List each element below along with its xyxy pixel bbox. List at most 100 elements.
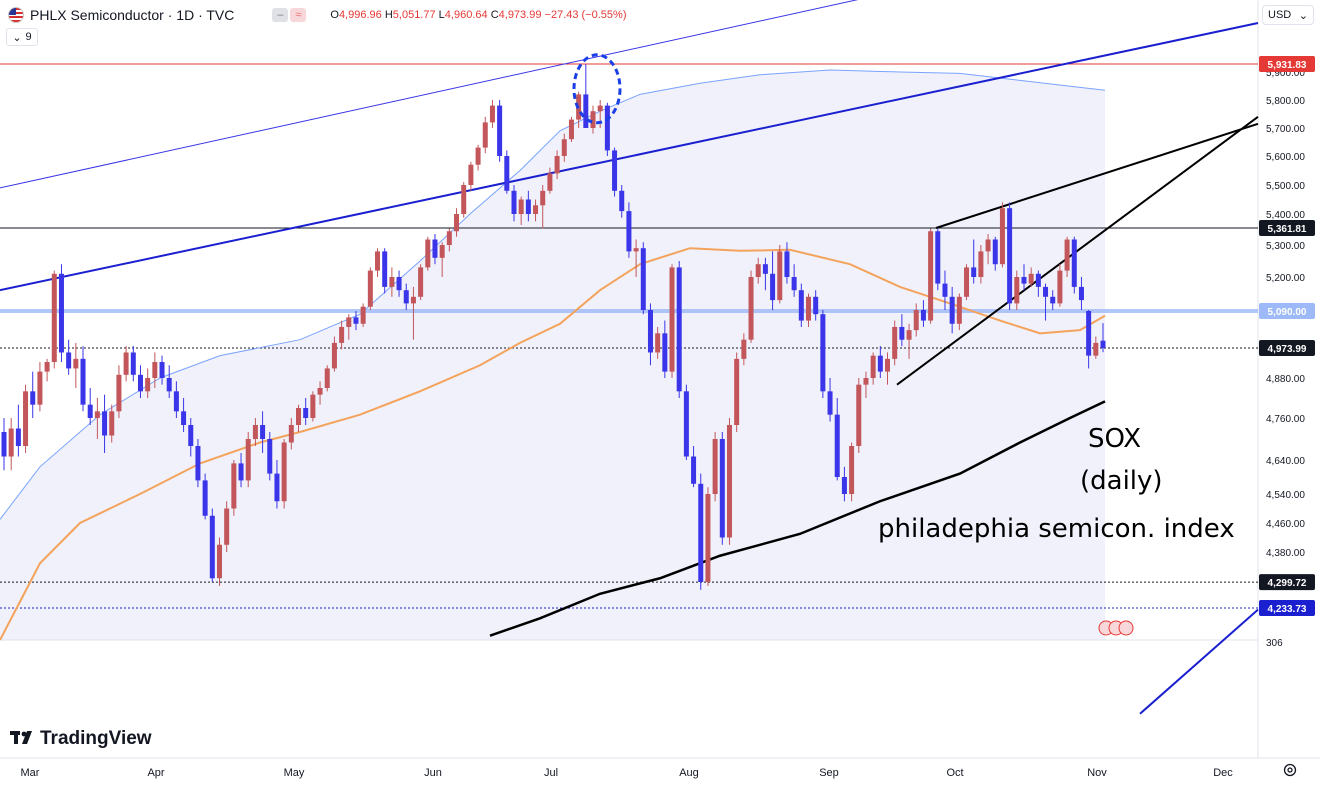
brand-name: TradingView	[40, 728, 152, 749]
trendline-upper-channel	[0, 0, 859, 189]
candle-body	[195, 446, 201, 481]
candle-body	[331, 342, 337, 369]
candle-body	[834, 414, 840, 477]
candle-body	[102, 411, 108, 436]
y-tick-label: 306	[1266, 638, 1283, 649]
price-tag-label: 4,299.72	[1268, 578, 1307, 589]
y-tick-label: 5,500.00	[1266, 181, 1305, 192]
candle-body	[37, 371, 43, 405]
x-tick-label: Aug	[679, 767, 699, 779]
low-value: 4,960.64	[444, 9, 488, 21]
candle-body	[568, 119, 574, 140]
candle-body	[130, 352, 136, 375]
candle-body	[612, 150, 618, 191]
candle-body	[655, 333, 661, 353]
candle-body	[1021, 277, 1027, 284]
candle-body	[1007, 208, 1013, 304]
candle-body	[683, 391, 689, 457]
candle-body	[403, 290, 409, 304]
candle-body	[913, 310, 919, 331]
candle-body	[920, 310, 926, 321]
close-value: 4,973.99	[498, 9, 542, 21]
price-tag-label: 5,361.81	[1268, 224, 1307, 235]
candle-body	[992, 239, 998, 265]
candle-body	[899, 326, 905, 340]
candle-body	[382, 251, 388, 287]
candle-body	[870, 355, 876, 378]
y-tick-label: 5,200.00	[1266, 273, 1305, 284]
price-tag	[1259, 600, 1315, 616]
change-value: −27.43 (−0.55%)	[544, 9, 627, 21]
candle-body	[640, 248, 646, 310]
indicator-toggle-icon[interactable]: ≈	[290, 8, 307, 22]
candle-body	[604, 105, 610, 151]
candle-body	[863, 378, 869, 385]
candle-body	[1086, 311, 1092, 356]
price-tag	[1259, 220, 1315, 236]
price-tag-label: 4,973.99	[1268, 344, 1307, 355]
candle-body	[583, 94, 589, 128]
currency-select[interactable]: USD ⌄	[1262, 5, 1314, 25]
candle-body	[662, 333, 668, 372]
candle-body	[698, 483, 704, 582]
indicators-toggle[interactable]: ⌄ 9	[6, 28, 38, 46]
candle-body	[425, 239, 431, 268]
x-tick-label: May	[284, 767, 305, 779]
candle-body	[1028, 273, 1034, 284]
tradingview-logo[interactable]: TradingView	[10, 728, 152, 750]
candle-body	[288, 425, 294, 443]
candle-body	[432, 239, 438, 258]
candle-body	[669, 267, 675, 372]
minus-button-icon[interactable]: –	[272, 8, 289, 22]
candle-body	[181, 411, 187, 425]
ma200-line	[489, 400, 1106, 637]
candle-body	[1071, 239, 1077, 287]
candle-body	[762, 264, 768, 274]
candle-body	[367, 270, 373, 307]
candle-body	[633, 248, 639, 252]
y-tick-label: 5,600.00	[1266, 152, 1305, 163]
candle-body	[238, 463, 244, 481]
trendline-main-rising	[0, 22, 1259, 292]
annotation-daily: (daily)	[1080, 466, 1163, 496]
candle-body	[561, 139, 567, 156]
x-tick-label: Nov	[1087, 767, 1107, 779]
candle-body	[619, 190, 625, 212]
candle-body	[396, 277, 402, 291]
candle-body	[719, 439, 725, 538]
candle-body	[324, 368, 330, 388]
candle-body	[906, 330, 912, 340]
candle-body	[252, 425, 258, 439]
candle-body	[626, 211, 632, 252]
candle-body	[1, 432, 7, 457]
candle-body	[353, 317, 359, 324]
candle-body	[51, 273, 57, 363]
candle-body	[1050, 296, 1056, 304]
y-tick-label: 4,380.00	[1266, 548, 1305, 559]
candle-body	[547, 173, 553, 191]
candle-body	[885, 358, 891, 372]
candle-body	[202, 480, 208, 516]
candle-body	[964, 267, 970, 297]
candle-body	[791, 277, 797, 291]
candle-body	[439, 245, 445, 258]
y-tick-label: 5,800.00	[1266, 96, 1305, 107]
symbol-title[interactable]: PHLX Semiconductor · 1D · TVC	[30, 7, 235, 23]
indicator-count: 9	[25, 31, 32, 43]
y-tick-label: 4,760.00	[1266, 414, 1305, 425]
candle-body	[123, 352, 129, 375]
gear-icon[interactable]	[1282, 762, 1298, 778]
y-tick-label: 5,300.00	[1266, 241, 1305, 252]
candle-body	[317, 388, 323, 395]
candle-body	[94, 411, 100, 418]
candle-body	[741, 339, 747, 359]
candle-body	[339, 326, 345, 343]
candle-body	[856, 384, 862, 446]
support-band	[0, 309, 1258, 313]
candle-body	[267, 439, 273, 474]
x-tick-label: Apr	[147, 767, 164, 779]
candle-body	[705, 494, 711, 582]
candle-body	[1014, 277, 1020, 304]
candle-body	[209, 515, 215, 579]
